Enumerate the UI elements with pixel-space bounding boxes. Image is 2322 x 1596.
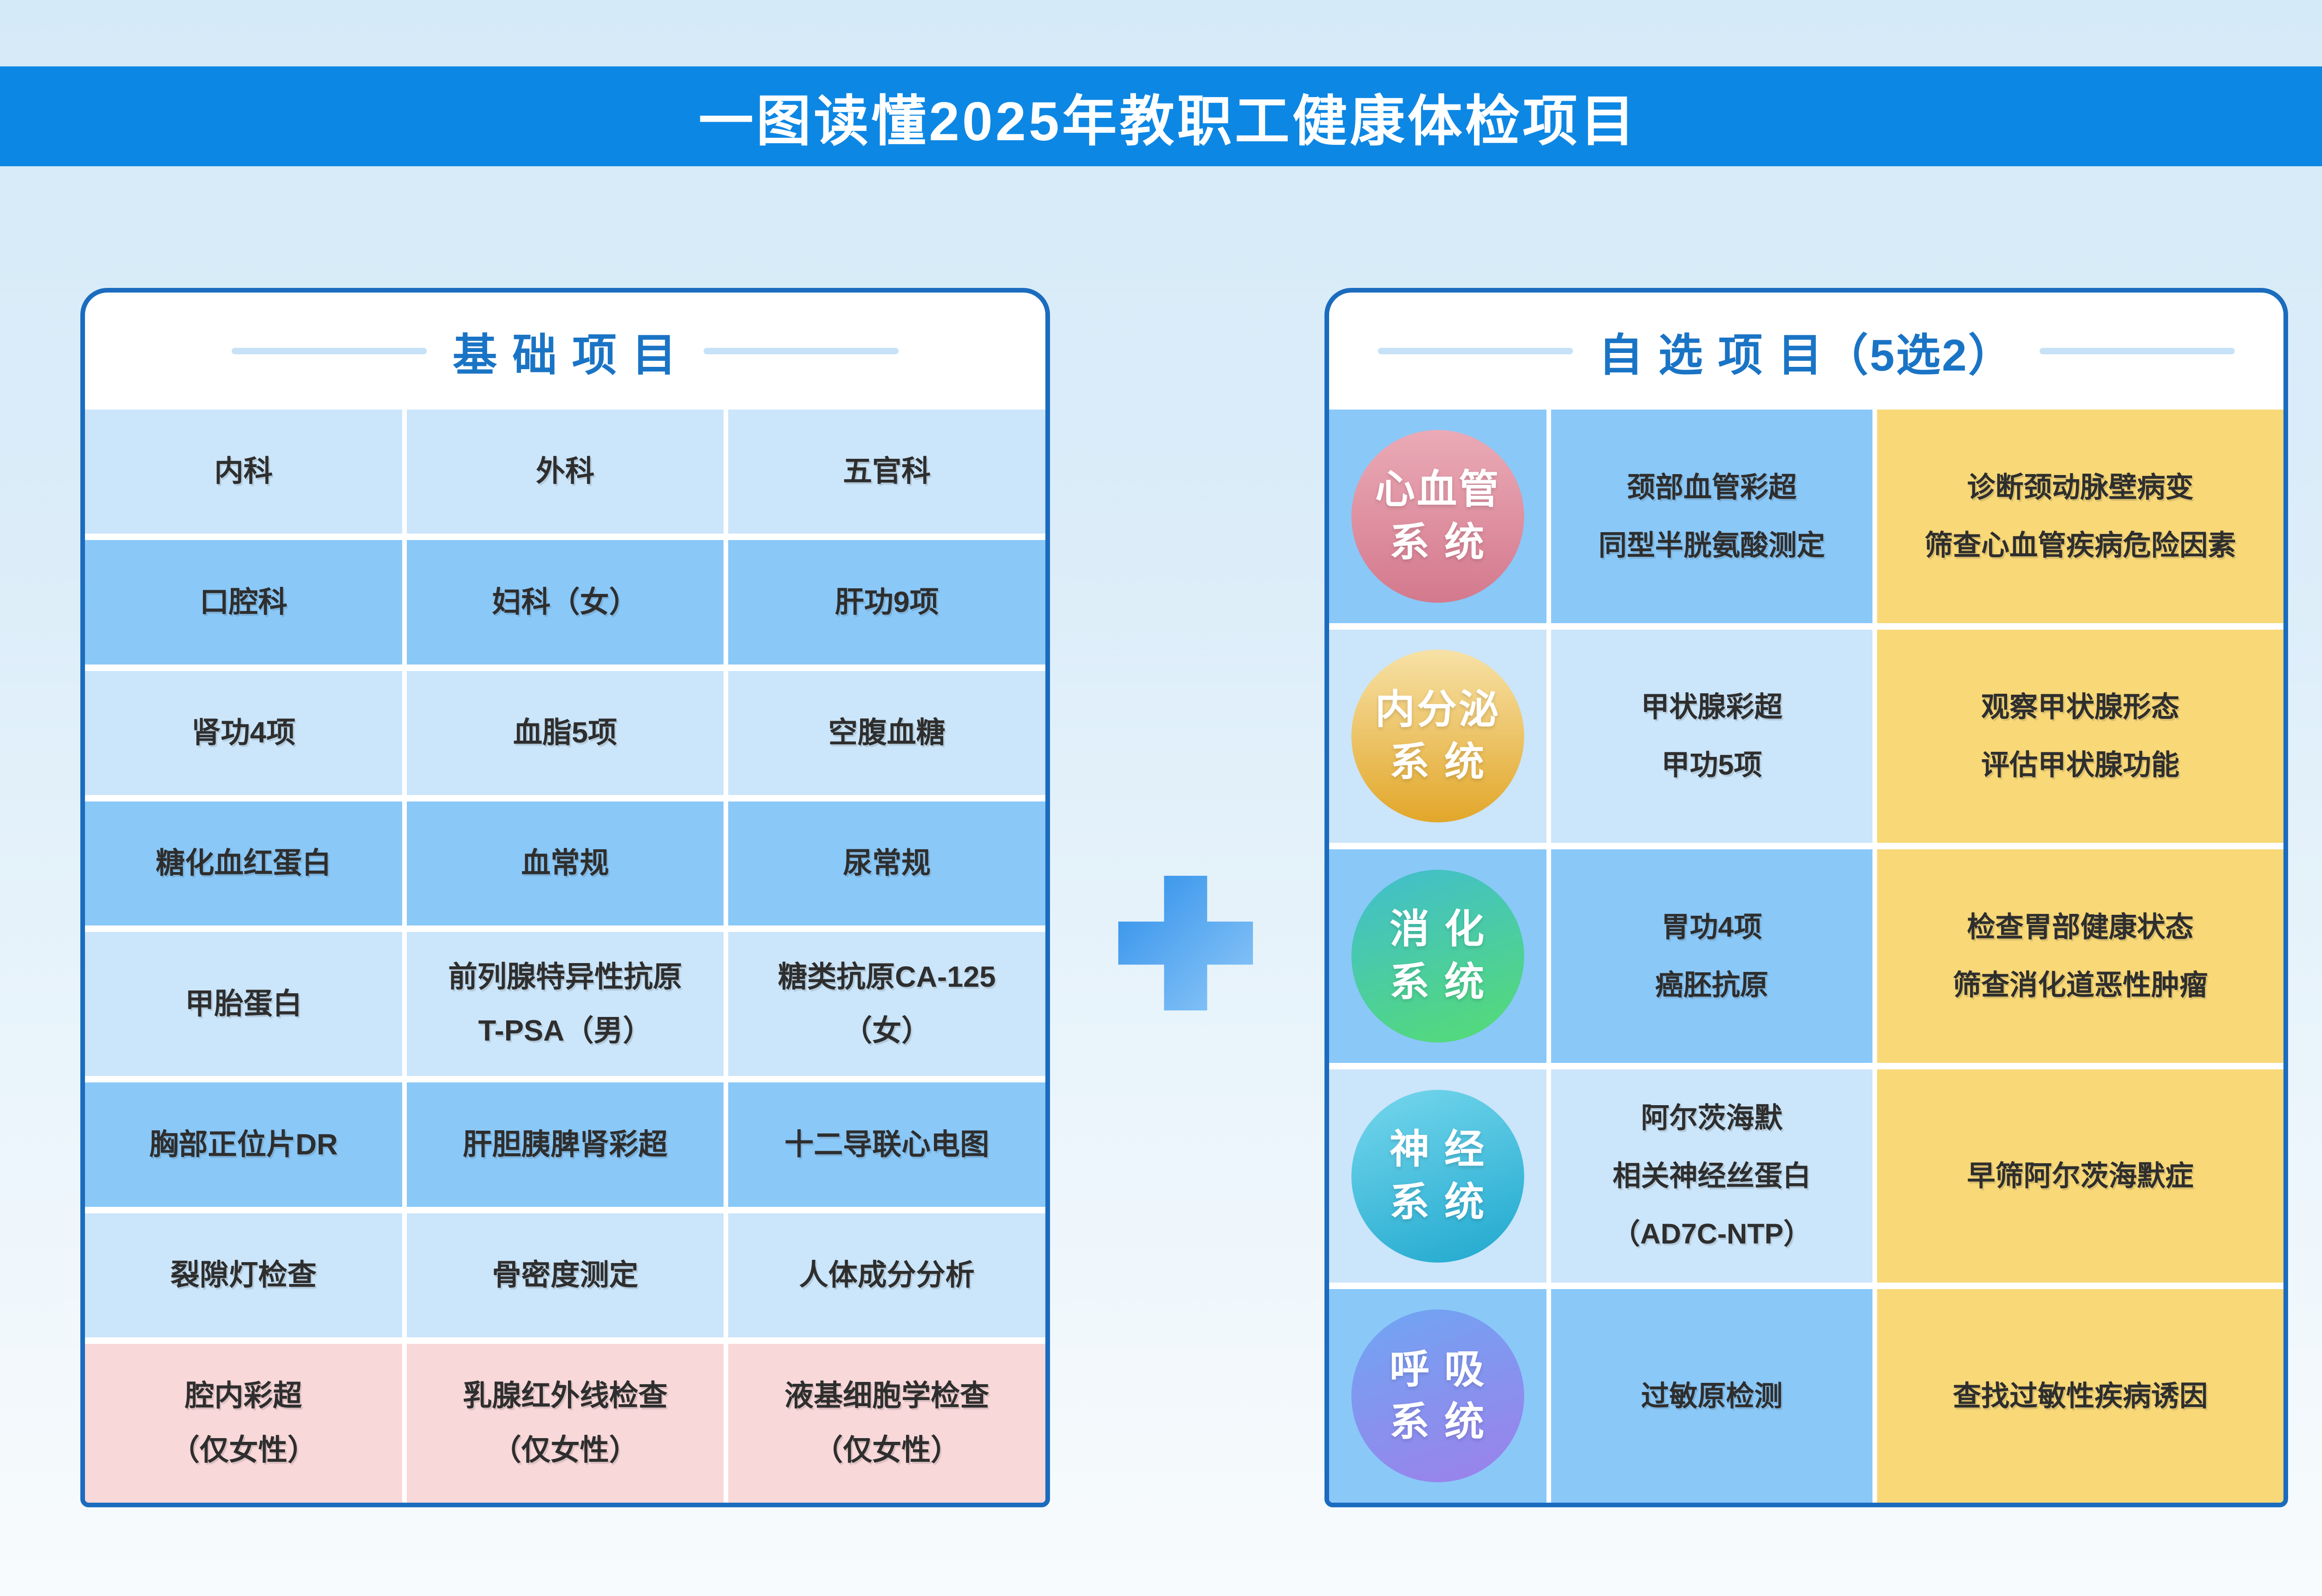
basic-item-cell: 甲胎蛋白 bbox=[85, 932, 402, 1076]
basic-item-cell: 外科 bbox=[406, 410, 724, 534]
basic-item-cell: 人体成分分析 bbox=[728, 1213, 1045, 1337]
optional-purpose-cell: 诊断颈动脉壁病变 筛查心血管疾病危险因素 bbox=[1877, 410, 2283, 623]
header-line-left bbox=[232, 348, 427, 354]
system-badge-cell: 神 经 系 统 bbox=[1329, 1069, 1547, 1283]
basic-item-cell: 糖类抗原CA-125 （女） bbox=[728, 932, 1045, 1076]
basic-item-cell: 五官科 bbox=[728, 410, 1045, 534]
system-badge-cell: 内分泌 系 统 bbox=[1329, 629, 1547, 843]
basic-item-cell: 前列腺特异性抗原 T-PSA（男） bbox=[406, 932, 724, 1076]
optional-tests-cell: 颈部血管彩超 同型半胱氨酸测定 bbox=[1551, 410, 1872, 623]
basic-item-cell: 空腹血糖 bbox=[728, 671, 1045, 795]
basic-item-cell: 裂隙灯检查 bbox=[85, 1213, 402, 1337]
optional-purpose-cell: 早筛阿尔茨海默症 bbox=[1877, 1069, 2283, 1283]
optional-purpose-cell: 查找过敏性疾病诱因 bbox=[1877, 1289, 2283, 1503]
cardiovascular-system-badge: 心血管 系 统 bbox=[1351, 430, 1525, 603]
basic-item-cell: 口腔科 bbox=[85, 540, 402, 664]
optional-purpose-cell: 观察甲状腺形态 评估甲状腺功能 bbox=[1877, 629, 2283, 843]
basic-item-cell-female-only: 乳腺红外线检查 （仅女性） bbox=[406, 1343, 724, 1503]
system-badge-cell: 呼 吸 系 统 bbox=[1329, 1289, 1547, 1503]
nervous-system-badge: 神 经 系 统 bbox=[1351, 1089, 1525, 1263]
page-title: 一图读懂2025年教职工健康体检项目 bbox=[698, 91, 1638, 152]
basic-item-cell: 尿常规 bbox=[728, 801, 1045, 926]
basic-item-cell: 内科 bbox=[85, 410, 402, 534]
basic-item-cell: 肝胆胰脾肾彩超 bbox=[406, 1082, 724, 1207]
basic-item-cell: 十二导联心电图 bbox=[728, 1082, 1045, 1207]
optional-tests-cell: 胃功4项 癌胚抗原 bbox=[1551, 849, 1872, 1063]
basic-items-grid: 内科 外科 五官科 口腔科 妇科（女） 肝功9项 肾功4项 血脂5项 空腹血糖 … bbox=[85, 410, 1045, 1503]
header-line-left bbox=[1378, 348, 1573, 354]
header-line-right bbox=[703, 348, 899, 354]
endocrine-system-badge: 内分泌 系 统 bbox=[1351, 650, 1525, 823]
basic-item-cell: 骨密度测定 bbox=[406, 1213, 724, 1337]
basic-item-cell: 肝功9项 bbox=[728, 540, 1045, 664]
respiratory-system-badge: 呼 吸 系 统 bbox=[1351, 1309, 1525, 1483]
basic-items-panel: 基 础 项 目 内科 外科 五官科 口腔科 妇科（女） 肝功9项 肾功4项 血脂… bbox=[80, 288, 1050, 1507]
optional-items-title: 自 选 项 目（5选2） bbox=[1598, 330, 2014, 380]
basic-item-cell: 血脂5项 bbox=[406, 671, 724, 795]
basic-items-header: 基 础 项 目 bbox=[85, 293, 1045, 410]
optional-tests-cell: 甲状腺彩超 甲功5项 bbox=[1551, 629, 1872, 843]
basic-item-cell: 血常规 bbox=[406, 801, 724, 926]
basic-item-cell: 妇科（女） bbox=[406, 540, 724, 664]
header-line-right bbox=[2039, 348, 2235, 354]
digestive-system-badge: 消 化 系 统 bbox=[1351, 869, 1525, 1042]
basic-item-cell: 肾功4项 bbox=[85, 671, 402, 795]
optional-tests-cell: 过敏原检测 bbox=[1551, 1289, 1872, 1503]
optional-tests-cell: 阿尔茨海默 相关神经丝蛋白 （AD7C-NTP） bbox=[1551, 1069, 1872, 1283]
basic-item-cell: 糖化血红蛋白 bbox=[85, 801, 402, 926]
optional-purpose-cell: 检查胃部健康状态 筛查消化道恶性肿瘤 bbox=[1877, 849, 2283, 1063]
title-banner: 一图读懂2025年教职工健康体检项目 bbox=[0, 66, 2322, 166]
basic-item-cell: 胸部正位片DR bbox=[85, 1082, 402, 1207]
plus-icon bbox=[1118, 876, 1253, 1010]
basic-items-title: 基 础 项 目 bbox=[452, 330, 678, 380]
basic-item-cell-female-only: 腔内彩超 （仅女性） bbox=[85, 1343, 402, 1503]
system-badge-cell: 消 化 系 统 bbox=[1329, 849, 1547, 1063]
optional-items-header: 自 选 项 目（5选2） bbox=[1329, 293, 2283, 410]
optional-items-panel: 自 选 项 目（5选2） 心血管 系 统 颈部血管彩超 同型半胱氨酸测定 诊断颈… bbox=[1324, 288, 2288, 1507]
system-badge-cell: 心血管 系 统 bbox=[1329, 410, 1547, 623]
basic-item-cell-female-only: 液基细胞学检查 （仅女性） bbox=[728, 1343, 1045, 1503]
optional-items-grid: 心血管 系 统 颈部血管彩超 同型半胱氨酸测定 诊断颈动脉壁病变 筛查心血管疾病… bbox=[1329, 410, 2283, 1503]
